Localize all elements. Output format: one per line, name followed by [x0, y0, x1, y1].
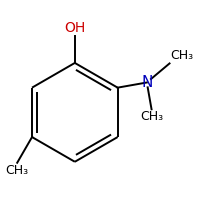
Text: CH₃: CH₃ [6, 164, 29, 177]
Text: OH: OH [64, 21, 85, 35]
Text: N: N [141, 75, 153, 90]
Text: CH₃: CH₃ [140, 110, 163, 123]
Text: CH₃: CH₃ [171, 49, 194, 62]
